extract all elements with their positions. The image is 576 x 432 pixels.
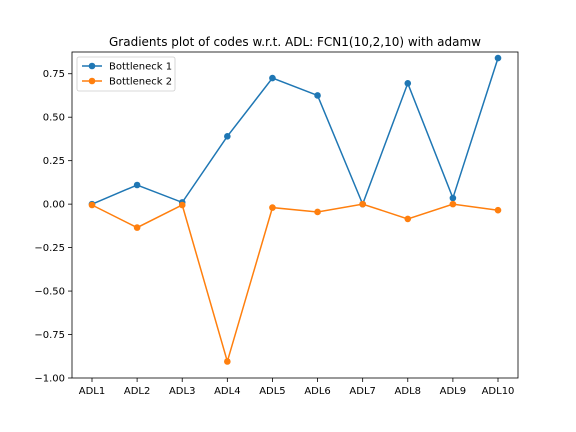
series-2 xyxy=(88,200,502,365)
data-point xyxy=(449,200,457,208)
legend: Bottleneck 1 Bottleneck 2 xyxy=(76,56,176,92)
legend-marker xyxy=(88,62,96,70)
data-point xyxy=(88,201,96,209)
data-point xyxy=(224,133,231,140)
axes-layer: ADL1 ADL2 ADL3 ADL4 ADL5 ADL6 ADL7 ADL8 ADL9 ADL1… xyxy=(34,69,514,397)
data-point xyxy=(178,201,186,209)
x-tick-label: ADL7 xyxy=(349,386,375,397)
data-point xyxy=(133,224,141,231)
data-point xyxy=(269,204,276,211)
legend-entry: Bottleneck 1 xyxy=(82,62,172,73)
y-tick-label: −0.75 xyxy=(34,330,65,341)
data-point xyxy=(269,74,276,82)
data-point xyxy=(404,79,412,87)
plot-frame xyxy=(71,51,519,379)
data-point xyxy=(404,215,412,223)
legend-label: Bottleneck 2 xyxy=(109,77,172,88)
legend-entry: Bottleneck 2 xyxy=(82,77,172,88)
x-tick-label: ADL9 xyxy=(440,386,466,397)
y-tick-label: 0.75 xyxy=(43,69,65,80)
data-point xyxy=(224,358,231,365)
legend-label: Bottleneck 1 xyxy=(109,62,172,73)
x-tick-label: ADL4 xyxy=(214,386,240,397)
x-tick-label: ADL3 xyxy=(169,386,195,397)
data-point xyxy=(494,54,502,62)
data-point xyxy=(449,194,457,202)
y-tick-label: −0.25 xyxy=(34,243,65,254)
y-tick-label: −0.50 xyxy=(34,287,65,298)
data-point xyxy=(314,208,321,216)
series-layer xyxy=(88,54,502,365)
data-point xyxy=(494,206,502,214)
y-tick-label: −1.00 xyxy=(34,374,65,385)
x-tick-label: ADL10 xyxy=(482,386,515,397)
data-point xyxy=(314,92,321,99)
y-tick-label: 0.50 xyxy=(43,113,65,124)
legend-marker xyxy=(88,77,96,85)
data-point xyxy=(359,200,366,208)
x-tick-label: ADL5 xyxy=(259,386,285,397)
x-tick-label: ADL2 xyxy=(124,386,150,397)
series-line xyxy=(91,203,499,365)
x-tick-label: ADL1 xyxy=(79,386,105,397)
series-line xyxy=(91,57,499,207)
x-tick-label: ADL8 xyxy=(395,386,421,397)
chart-title: Gradients plot of codes w.r.t. ADL: FCN1… xyxy=(109,35,481,49)
data-point xyxy=(133,181,141,189)
plot-area xyxy=(72,52,518,378)
y-tick-label: 0.00 xyxy=(43,200,65,211)
y-tick-label: 0.25 xyxy=(43,156,65,167)
x-tick-label: ADL6 xyxy=(304,386,330,397)
